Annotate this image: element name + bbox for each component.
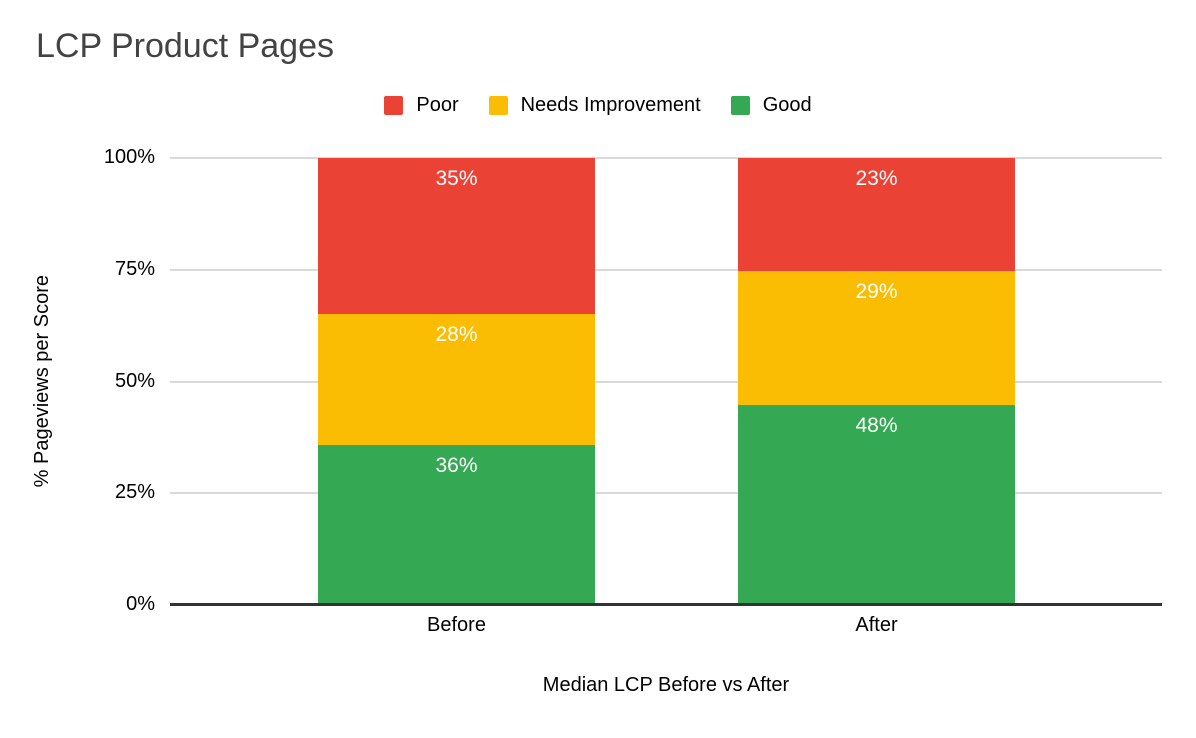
legend-item-good: Good (730, 94, 812, 117)
legend-item-poor: Poor (384, 94, 459, 117)
segment-value-label: 23% (855, 167, 898, 190)
category-label-after: After (855, 614, 898, 636)
legend-swatch-needs-improvement (488, 96, 508, 115)
legend-swatch-good (730, 96, 750, 115)
gridline-50 (170, 380, 1162, 383)
bar-segment-before-poor: 35% (318, 158, 595, 315)
y-axis-tick-25: 25% (114, 481, 155, 504)
bar-before: 35% 28% 36% (318, 158, 595, 605)
bar-segment-after-poor: 23% (738, 158, 1015, 272)
y-axis-tick-0: 0% (126, 593, 155, 615)
segment-value-label: 29% (855, 280, 898, 304)
bar-segment-after-good: 48% (738, 404, 1015, 606)
legend-label-poor: Poor (416, 94, 459, 116)
category-label-before: Before (427, 614, 486, 636)
segment-value-label: 48% (855, 413, 898, 437)
bar-segment-before-needs-improvement: 28% (318, 314, 595, 446)
chart-title: LCP Product Pages (36, 27, 334, 65)
gridline-25 (170, 492, 1162, 495)
bar-segment-before-good: 36% (318, 445, 595, 605)
segment-value-label: 28% (435, 323, 478, 347)
x-axis-line (170, 603, 1162, 606)
segment-value-label: 35% (435, 167, 478, 190)
y-axis-tick-50: 50% (114, 369, 155, 392)
bar-segment-after-needs-improvement: 29% (738, 271, 1015, 405)
gridline-75 (170, 268, 1162, 271)
plot-area: 35% 28% 36% 23% 29% 48% (170, 157, 1162, 606)
legend-label-good: Good (762, 94, 812, 116)
y-axis-tick-100: 100% (103, 146, 155, 168)
legend-label-needs-improvement: Needs Improvement (520, 94, 701, 116)
gridline-100 (170, 157, 1162, 159)
x-axis-title: Median LCP Before vs After (542, 674, 790, 696)
bar-after: 23% 29% 48% (738, 158, 1015, 606)
y-axis-ticks: 100% 75% 50% 25% 0% (0, 146, 155, 615)
legend: Poor Needs Improvement Good (0, 94, 1196, 117)
legend-swatch-poor (384, 96, 404, 115)
legend-item-needs-improvement: Needs Improvement (488, 94, 701, 117)
y-axis-tick-75: 75% (114, 257, 155, 280)
segment-value-label: 36% (435, 454, 478, 478)
